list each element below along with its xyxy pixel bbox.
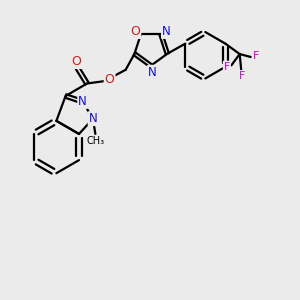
Text: O: O	[72, 55, 82, 68]
Text: O: O	[130, 25, 140, 38]
Text: O: O	[105, 74, 115, 86]
Text: F: F	[238, 71, 245, 81]
Text: N: N	[88, 112, 98, 125]
Text: CH₃: CH₃	[86, 136, 104, 146]
Text: N: N	[148, 66, 157, 79]
Text: N: N	[162, 25, 171, 38]
Text: F: F	[253, 51, 259, 62]
Text: F: F	[224, 61, 230, 71]
Text: N: N	[78, 95, 87, 108]
